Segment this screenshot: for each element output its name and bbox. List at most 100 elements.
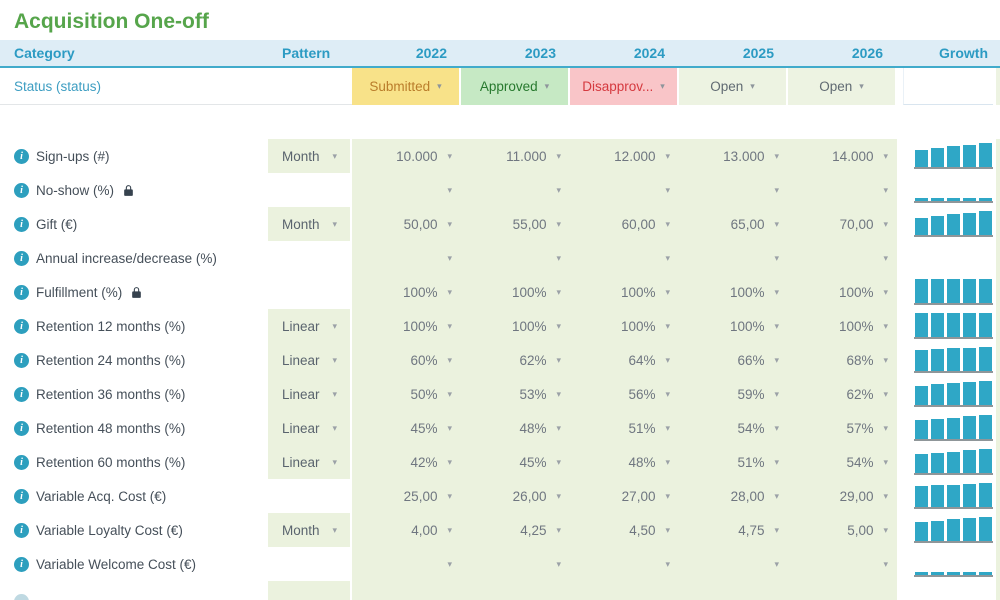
value-cell-2024[interactable]: 64% ▾: [570, 343, 679, 377]
chevron-down-icon: ▾: [447, 524, 452, 535]
value-cell-2023[interactable]: 53% ▾: [461, 377, 570, 411]
value-cell-2024[interactable]: 27,00 ▾: [570, 479, 679, 513]
value-cell-2023[interactable]: 4,25 ▾: [461, 513, 570, 547]
value-cell-2025[interactable]: 100% ▾: [679, 309, 788, 343]
value-cell-2024[interactable]: 51% ▾: [570, 411, 679, 445]
value-cell-2024[interactable]: ▾: [570, 241, 679, 275]
value-cell-2023[interactable]: 100% ▾: [461, 309, 570, 343]
value-cell-2025[interactable]: 28,00 ▾: [679, 479, 788, 513]
value-cell-2022[interactable]: ▾: [352, 547, 461, 581]
status-select-2023[interactable]: Approved ▾: [461, 68, 568, 105]
value-cell-2023[interactable]: ▾: [461, 547, 570, 581]
value-cell-2024[interactable]: 48% ▾: [570, 445, 679, 479]
status-select-2025[interactable]: Open ▾: [679, 68, 786, 105]
info-icon[interactable]: i: [14, 250, 29, 266]
value-cell-2024[interactable]: 12.000 ▾: [570, 139, 679, 173]
chevron-down-icon: ▾: [665, 456, 670, 467]
value-cell-2026[interactable]: ▾: [788, 173, 897, 207]
info-icon[interactable]: i: [14, 454, 29, 470]
growth-cell: [903, 513, 993, 547]
value-cell-2025[interactable]: ▾: [679, 241, 788, 275]
info-icon[interactable]: i: [14, 148, 29, 164]
info-icon[interactable]: i: [14, 556, 29, 572]
pattern-value: Linear: [282, 454, 320, 470]
value-cell-2025[interactable]: 54% ▾: [679, 411, 788, 445]
pattern-select[interactable]: Linear ▾: [268, 377, 350, 411]
info-icon[interactable]: i: [14, 182, 29, 198]
value-cell-2022[interactable]: 25,00 ▾: [352, 479, 461, 513]
value-cell-2025[interactable]: ▾: [679, 547, 788, 581]
value-cell-2023[interactable]: 55,00 ▾: [461, 207, 570, 241]
value-cell-2022[interactable]: 50,00 ▾: [352, 207, 461, 241]
value-cell-2022[interactable]: 100% ▾: [352, 309, 461, 343]
pattern-select[interactable]: Linear ▾: [268, 343, 350, 377]
value-cell-2026[interactable]: 57% ▾: [788, 411, 897, 445]
value-cell-2025[interactable]: ▾: [679, 173, 788, 207]
status-select-2026[interactable]: Open ▾: [788, 68, 895, 105]
pattern-select[interactable]: Month ▾: [268, 513, 350, 547]
chevron-down-icon: ▾: [774, 388, 779, 399]
cell-value: 53%: [519, 386, 547, 402]
info-icon[interactable]: i: [14, 352, 29, 368]
value-cell-2026[interactable]: 5,00 ▾: [788, 513, 897, 547]
value-cell-2025[interactable]: 51% ▾: [679, 445, 788, 479]
value-cell-2026[interactable]: 54% ▾: [788, 445, 897, 479]
value-cell-2022[interactable]: ▾: [352, 173, 461, 207]
value-cell-2023[interactable]: 26,00 ▾: [461, 479, 570, 513]
value-cell-2023[interactable]: ▾: [461, 173, 570, 207]
status-select-2024[interactable]: Disapprov... ▾: [570, 68, 677, 105]
value-cell-2026[interactable]: 100% ▾: [788, 275, 897, 309]
info-icon[interactable]: i: [14, 386, 29, 402]
value-cell-2022[interactable]: 50% ▾: [352, 377, 461, 411]
pattern-select[interactable]: Month ▾: [268, 207, 350, 241]
value-cell-2026[interactable]: 100% ▾: [788, 309, 897, 343]
value-cell-2023[interactable]: ▾: [461, 241, 570, 275]
value-cell-2026[interactable]: 14.000 ▾: [788, 139, 897, 173]
status-row-label: Status (status): [0, 68, 352, 105]
value-cell-2023[interactable]: 100% ▾: [461, 275, 570, 309]
status-select-2022[interactable]: Submitted ▾: [352, 68, 459, 105]
value-cell-2022[interactable]: 100% ▾: [352, 275, 461, 309]
value-cell-2022[interactable]: 42% ▾: [352, 445, 461, 479]
pattern-select[interactable]: Linear ▾: [268, 445, 350, 479]
cell-value: 62%: [846, 386, 874, 402]
pattern-select[interactable]: Linear ▾: [268, 309, 350, 343]
info-icon[interactable]: i: [14, 522, 29, 538]
value-cell-2024[interactable]: 4,50 ▾: [570, 513, 679, 547]
value-cell-2024[interactable]: ▾: [570, 547, 679, 581]
value-cell-2022[interactable]: 4,00 ▾: [352, 513, 461, 547]
value-cell-2022[interactable]: 45% ▾: [352, 411, 461, 445]
value-cell-2026[interactable]: ▾: [788, 547, 897, 581]
info-icon[interactable]: i: [14, 488, 29, 504]
value-cell-2026[interactable]: 68% ▾: [788, 343, 897, 377]
info-icon[interactable]: i: [14, 420, 29, 436]
value-cell-2026[interactable]: 29,00 ▾: [788, 479, 897, 513]
value-cell-2025[interactable]: 66% ▾: [679, 343, 788, 377]
value-cell-2024[interactable]: ▾: [570, 173, 679, 207]
value-cell-2022[interactable]: 10.000 ▾: [352, 139, 461, 173]
pattern-select[interactable]: Linear ▾: [268, 411, 350, 445]
pattern-select: [268, 241, 350, 275]
value-cell-2023[interactable]: 45% ▾: [461, 445, 570, 479]
value-cell-2025[interactable]: 4,75 ▾: [679, 513, 788, 547]
value-cell-2024[interactable]: 100% ▾: [570, 275, 679, 309]
value-cell-2026[interactable]: ▾: [788, 241, 897, 275]
value-cell-2024[interactable]: 100% ▾: [570, 309, 679, 343]
value-cell-2023[interactable]: 11.000 ▾: [461, 139, 570, 173]
value-cell-2025[interactable]: 100% ▾: [679, 275, 788, 309]
value-cell-2025[interactable]: 59% ▾: [679, 377, 788, 411]
value-cell-2025[interactable]: 65,00 ▾: [679, 207, 788, 241]
value-cell-2023[interactable]: 62% ▾: [461, 343, 570, 377]
value-cell-2023[interactable]: 48% ▾: [461, 411, 570, 445]
pattern-select[interactable]: Month ▾: [268, 139, 350, 173]
value-cell-2022[interactable]: 60% ▾: [352, 343, 461, 377]
value-cell-2024[interactable]: 56% ▾: [570, 377, 679, 411]
info-icon[interactable]: i: [14, 216, 29, 232]
value-cell-2025[interactable]: 13.000 ▾: [679, 139, 788, 173]
value-cell-2026[interactable]: 70,00 ▾: [788, 207, 897, 241]
value-cell-2022[interactable]: ▾: [352, 241, 461, 275]
info-icon[interactable]: i: [14, 284, 29, 300]
value-cell-2026[interactable]: 62% ▾: [788, 377, 897, 411]
value-cell-2024[interactable]: 60,00 ▾: [570, 207, 679, 241]
info-icon[interactable]: i: [14, 318, 29, 334]
